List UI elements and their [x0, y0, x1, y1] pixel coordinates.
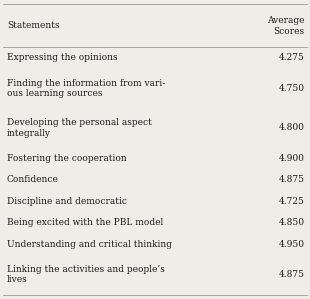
- Text: 4.850: 4.850: [278, 218, 304, 227]
- Text: 4.950: 4.950: [278, 240, 304, 249]
- Text: Developing the personal aspect
integrally: Developing the personal aspect integrall…: [7, 118, 152, 138]
- Text: Linking the activities and people’s
lives: Linking the activities and people’s live…: [7, 265, 165, 284]
- Text: 4.725: 4.725: [279, 197, 304, 206]
- Text: 4.800: 4.800: [279, 123, 304, 132]
- Text: Fostering the cooperation: Fostering the cooperation: [7, 154, 126, 163]
- Text: Being excited with the PBL model: Being excited with the PBL model: [7, 218, 163, 227]
- Text: Average
Scores: Average Scores: [267, 16, 304, 36]
- Text: Confidence: Confidence: [7, 176, 59, 184]
- Text: 4.750: 4.750: [278, 84, 304, 93]
- Text: 4.875: 4.875: [278, 270, 304, 279]
- Text: 4.900: 4.900: [279, 154, 304, 163]
- Text: Expressing the opinions: Expressing the opinions: [7, 54, 117, 62]
- Text: Discipline and democratic: Discipline and democratic: [7, 197, 127, 206]
- Text: Finding the information from vari-
ous learning sources: Finding the information from vari- ous l…: [7, 79, 165, 98]
- Text: Statements: Statements: [7, 21, 60, 30]
- Text: 4.875: 4.875: [278, 176, 304, 184]
- Text: Understanding and critical thinking: Understanding and critical thinking: [7, 240, 172, 249]
- Text: 4.275: 4.275: [279, 54, 304, 62]
